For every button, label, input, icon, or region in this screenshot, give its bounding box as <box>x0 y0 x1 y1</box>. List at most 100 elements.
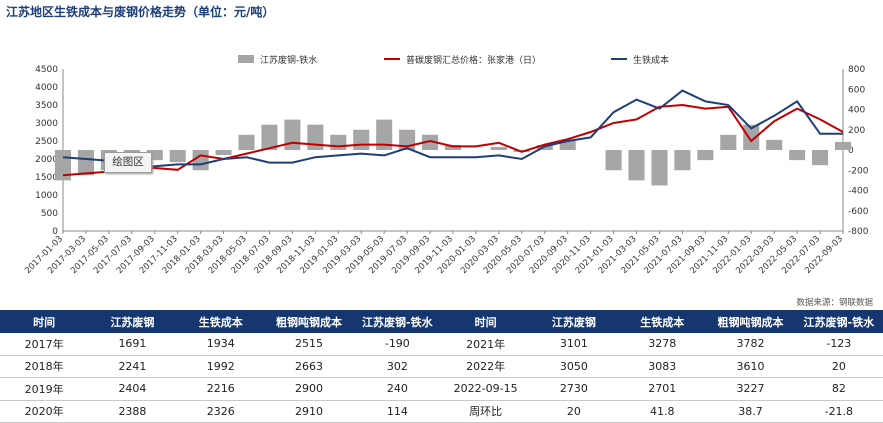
table-cell: 2404 <box>88 377 177 401</box>
table-cell: 2018年 <box>0 355 89 378</box>
left-tick-label: 1000 <box>35 191 58 201</box>
table-cell: 2326 <box>176 400 265 423</box>
price-chart: 050010001500200025003000350040004500-800… <box>23 54 869 276</box>
table-cell: 2730 <box>529 377 619 401</box>
spread-bar <box>215 150 232 156</box>
spread-bar <box>376 119 393 150</box>
spread-bar <box>812 150 829 166</box>
left-tick-label: 4500 <box>35 65 58 75</box>
table-cell: 1992 <box>176 355 265 378</box>
spread-bar <box>192 150 209 171</box>
table-cell: -190 <box>353 333 442 356</box>
table-cell: 2019年 <box>0 377 89 401</box>
table-cell: 3050 <box>529 355 619 378</box>
legend-label: 生铁成本 <box>633 54 669 66</box>
spread-bar <box>834 141 852 150</box>
table-header-cell: 生铁成本 <box>176 310 265 333</box>
spread-bar <box>444 144 462 150</box>
table-cell: 3610 <box>706 355 795 378</box>
table-cell: 2663 <box>264 355 354 378</box>
table-header-cell: 江苏废钢-铁水 <box>794 310 883 333</box>
spread-bar <box>261 124 278 150</box>
table-cell: 240 <box>353 377 442 401</box>
table-cell: 41.8 <box>618 400 707 423</box>
spread-bar <box>766 139 783 150</box>
right-tick-label: -800 <box>848 227 869 237</box>
table-cell: 3101 <box>529 333 619 356</box>
right-tick-label: 600 <box>848 85 865 95</box>
spread-bar <box>77 150 94 176</box>
pig-iron-cost-line <box>62 89 843 168</box>
table-cell: 2021年 <box>441 333 530 356</box>
table-cell: 周环比 <box>441 400 530 423</box>
table-header-cell: 江苏废钢 <box>529 310 619 333</box>
table-cell: 2388 <box>88 400 177 423</box>
table-row: 2019年 2404 2216 2900 240 2022-09-15 2730 2701 32… <box>0 377 883 401</box>
table-header-cell: 江苏废钢-铁水 <box>353 310 442 333</box>
legend-label: 普碳废钢汇总价格：张家港（日） <box>406 54 541 66</box>
spread-bar <box>559 139 576 150</box>
spread-bar <box>284 119 301 150</box>
right-tick-label: -400 <box>848 187 869 197</box>
left-tick-label: 0 <box>52 227 58 237</box>
chart-title: 江苏地区生铁成本与废钢价格走势（单位：元/吨） <box>6 5 275 19</box>
spread-bar <box>628 150 645 181</box>
left-tick-label: 3500 <box>35 101 58 111</box>
table-row: 2018年 2241 1992 2663 302 2022年 3050 3083 3610 20 <box>0 355 883 378</box>
right-tick-label: -600 <box>848 207 869 217</box>
spread-bar <box>743 124 760 150</box>
spread-bar <box>789 150 806 161</box>
spread-bar <box>330 134 347 150</box>
table-header-row: 时间 江苏废钢 生铁成本 粗钢吨钢成本 江苏废钢-铁水 时间 江苏废钢 生铁成本 粗钢吨钢成本江… <box>0 310 883 333</box>
table-header-cell: 粗钢吨钢成本 <box>264 310 354 333</box>
spread-bar <box>422 134 439 150</box>
table-cell: 114 <box>353 400 442 423</box>
left-tick-label: 2500 <box>35 137 58 147</box>
table-cell: 1934 <box>176 333 265 356</box>
right-tick-label: 0 <box>848 146 854 156</box>
table-cell: 2515 <box>264 333 354 356</box>
spread-bar <box>697 150 714 161</box>
table-cell: 2020年 <box>0 400 89 423</box>
table-cell: 3227 <box>706 377 795 401</box>
table-header-cell: 江苏废钢 <box>88 310 177 333</box>
table-cell: 20 <box>794 355 883 378</box>
left-tick-label: 1500 <box>35 173 58 183</box>
scrap-price-line <box>62 103 844 177</box>
spread-bar <box>146 150 163 161</box>
table-cell: 2022-09-15 <box>441 377 530 401</box>
table-cell: -21.8 <box>794 400 883 423</box>
spread-bar <box>720 134 737 150</box>
table-cell: 2701 <box>618 377 707 401</box>
spread-bar <box>353 129 370 150</box>
table-header-cell: 时间 <box>441 310 530 333</box>
table-cell: 2017年 <box>0 333 89 356</box>
left-tick-label: 500 <box>41 209 58 219</box>
right-tick-label: 800 <box>848 65 865 75</box>
data-source: 数据来源：钢联数据 <box>796 298 873 308</box>
left-tick-label: 4000 <box>35 83 58 93</box>
table-cell: 2900 <box>264 377 354 401</box>
table-header-cell: 时间 <box>0 310 89 333</box>
table-cell: 302 <box>353 355 442 378</box>
right-tick-label: 400 <box>848 106 865 116</box>
plot-area-tag: 绘图区 <box>104 152 152 173</box>
table-cell: 3782 <box>706 333 795 356</box>
spread-bar <box>674 150 691 171</box>
table-cell: 20 <box>529 400 619 423</box>
table-cell: -123 <box>794 333 883 356</box>
table-cell: 1691 <box>88 333 177 356</box>
table-header-cell: 生铁成本 <box>618 310 707 333</box>
table-header-cell: 粗钢吨钢成本 <box>706 310 795 333</box>
right-tick-label: -200 <box>848 166 869 176</box>
table-body: 2017年 1691 1934 2515 -190 2021年 3101 3278 3782 -1… <box>0 333 883 423</box>
table-cell: 3083 <box>618 355 707 378</box>
right-tick-label: 200 <box>848 126 865 136</box>
table-cell: 2910 <box>264 400 354 423</box>
legend-swatch <box>238 55 254 63</box>
legend-label: 江苏废钢-铁水 <box>260 54 317 66</box>
table-cell: 2241 <box>88 355 177 378</box>
spread-bar <box>169 150 186 163</box>
table-cell: 2022年 <box>441 355 530 378</box>
spread-bar <box>490 146 507 150</box>
